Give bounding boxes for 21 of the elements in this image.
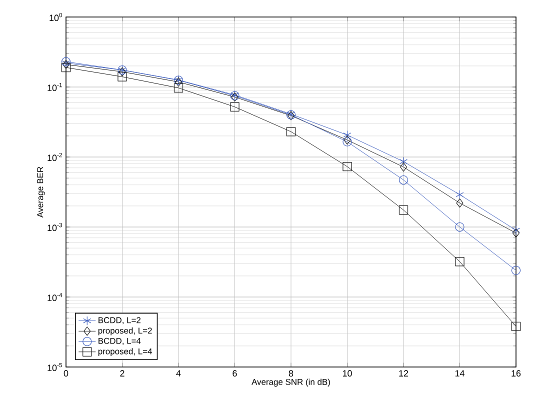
x-tick-label: 4: [176, 370, 181, 376]
legend-label: proposed, L=2: [98, 327, 152, 336]
x-axis-title: Average SNR (in dB): [252, 378, 330, 387]
y-axis-title: Average BER: [37, 166, 45, 218]
x-tick-label: 10: [342, 370, 352, 377]
x-tick-label: 2: [120, 370, 124, 376]
y-tick-label: 10$^{-4}$: [48, 293, 62, 302]
y-tick-label: 10$^{-2}$: [48, 152, 62, 162]
y-tick-label: 10$^{-3}$: [48, 222, 62, 232]
y-tick-label: 10$^{0}$: [50, 12, 62, 22]
y-tick-label: 10$^{-5}$: [48, 363, 62, 372]
legend-label: BCDD, L=4: [98, 338, 141, 345]
x-tick-label: 14: [455, 370, 464, 376]
x-tick-label: 16: [512, 370, 521, 377]
x-tick-label: 0: [64, 370, 68, 377]
y-tick-label: 10$^{-1}$: [48, 83, 62, 92]
legend-label: BCDD, L=2: [98, 317, 141, 324]
x-tick-label: 12: [399, 370, 408, 376]
legend-label: proposed, L=4: [98, 348, 152, 356]
x-tick-label: 6: [232, 370, 237, 377]
x-tick-label: 8: [288, 370, 294, 377]
